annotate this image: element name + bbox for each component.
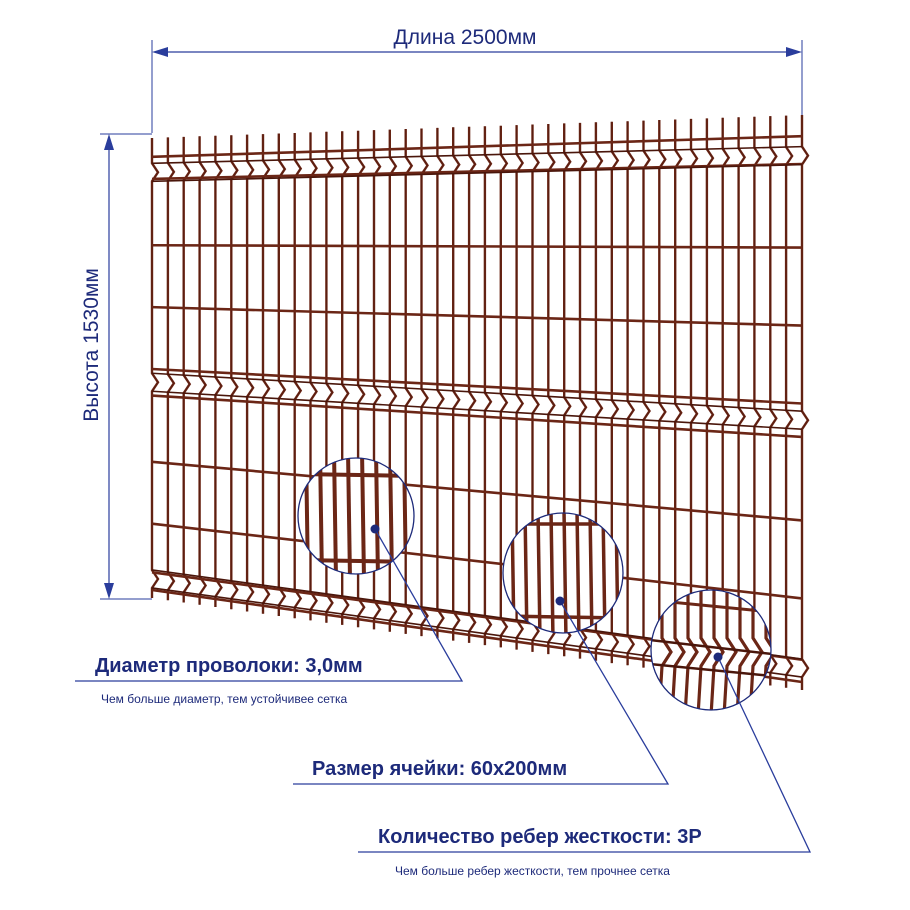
length-dimension-label: Длина 2500мм xyxy=(393,26,537,49)
horizontal-wire xyxy=(151,243,803,249)
horizontal-wire xyxy=(151,162,803,181)
horizontal-wire xyxy=(151,394,803,439)
magnifier-wire-diameter xyxy=(297,457,415,575)
leader-dots xyxy=(370,524,723,662)
magnifier-ribs xyxy=(650,589,772,711)
leader-wire-diameter xyxy=(75,528,464,682)
horizontal-wire xyxy=(151,305,803,327)
horizontal-wire xyxy=(151,522,803,600)
stiffening-rib-wire xyxy=(151,372,803,413)
dimension-lines xyxy=(100,40,803,600)
ribs-count-title: Количество ребер жесткости: 3Р xyxy=(378,826,702,848)
fence-panel xyxy=(150,115,810,690)
height-dimension-label: Высота 1530мм xyxy=(80,268,103,422)
leader-cell-size xyxy=(293,600,670,785)
stiffening-rib-wire xyxy=(151,163,803,183)
wire-diameter-title: Диаметр проволоки: 3,0мм xyxy=(95,655,363,677)
leader-ribs xyxy=(358,656,812,853)
horizontal-wire xyxy=(151,134,803,159)
wire-diameter-note: Чем больше диаметр, тем устойчивее сетка xyxy=(101,692,348,706)
leader-lines xyxy=(75,528,812,853)
horizontal-wire xyxy=(151,367,803,405)
cell-size-title: Размер ячейки: 60х200мм xyxy=(312,758,568,780)
stiffening-rib-wire xyxy=(151,145,803,165)
ribs-count-note: Чем больше ребер жесткости, тем прочнее … xyxy=(395,864,670,878)
stiffening-rib-wire xyxy=(151,390,803,431)
horizontal-wire xyxy=(151,460,803,522)
vertical-wire xyxy=(800,115,810,690)
